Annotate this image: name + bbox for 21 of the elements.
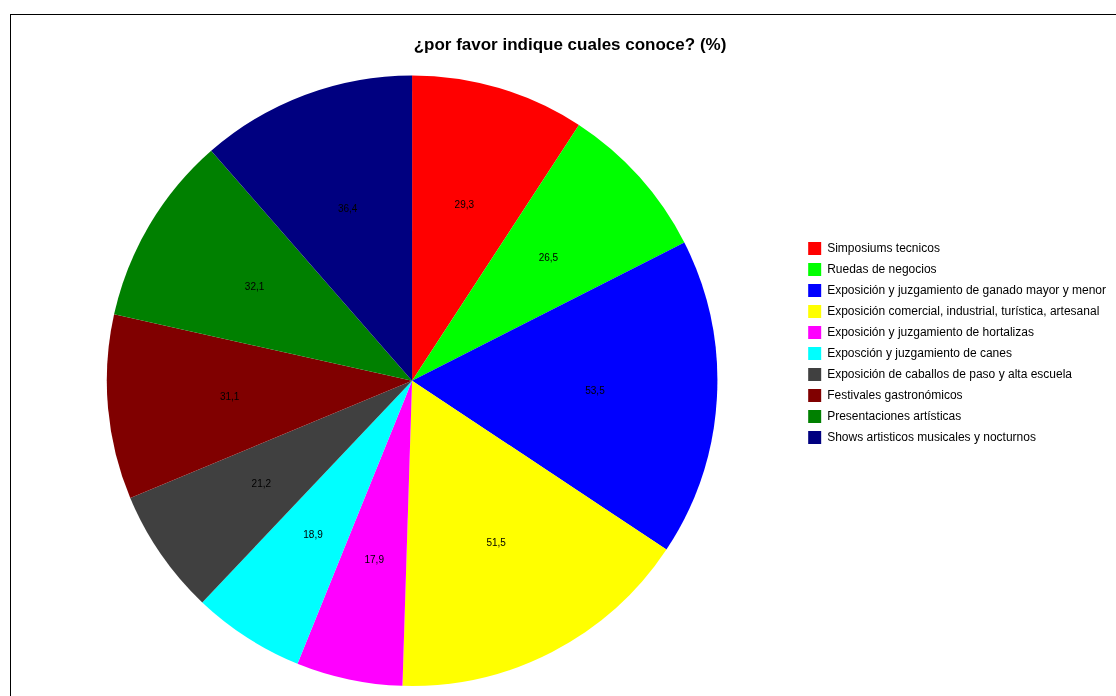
legend-label: Exposición y juzgamiento de hortalizas [827, 324, 1034, 339]
legend-label: Simposiums tecnicos [827, 240, 940, 255]
legend-label: Exposición y juzgamiento de ganado mayor y menor [827, 282, 1107, 297]
data-label: 32,1 [244, 280, 265, 292]
data-label: 29,3 [454, 198, 475, 210]
data-label: 51,5 [486, 537, 507, 549]
legend-label: Exposición de caballos de paso y alta escuela [827, 366, 1073, 381]
data-label: 31,1 [219, 390, 240, 402]
data-label: 36,4 [337, 202, 358, 214]
legend-label: Exposición comercial, industrial, turística, artesanal [827, 303, 1100, 318]
data-label: 18,9 [303, 528, 324, 540]
legend-label: Shows artisticos musicales y nocturnos [827, 429, 1036, 444]
legend-label: Ruedas de negocios [827, 261, 937, 276]
legend-label: Presentaciones artísticas [827, 408, 962, 423]
legend-label: Exposción y juzgamiento de canes [827, 345, 1012, 360]
data-label: 26,5 [538, 252, 559, 264]
data-label: 17,9 [364, 553, 385, 565]
data-label: 53,5 [585, 385, 606, 397]
legend-label: Festivales gastronómicos [827, 387, 963, 402]
data-label: 21,2 [251, 478, 272, 490]
chart-title: ¿por favor indique cuales conoce? (%) [413, 34, 727, 54]
